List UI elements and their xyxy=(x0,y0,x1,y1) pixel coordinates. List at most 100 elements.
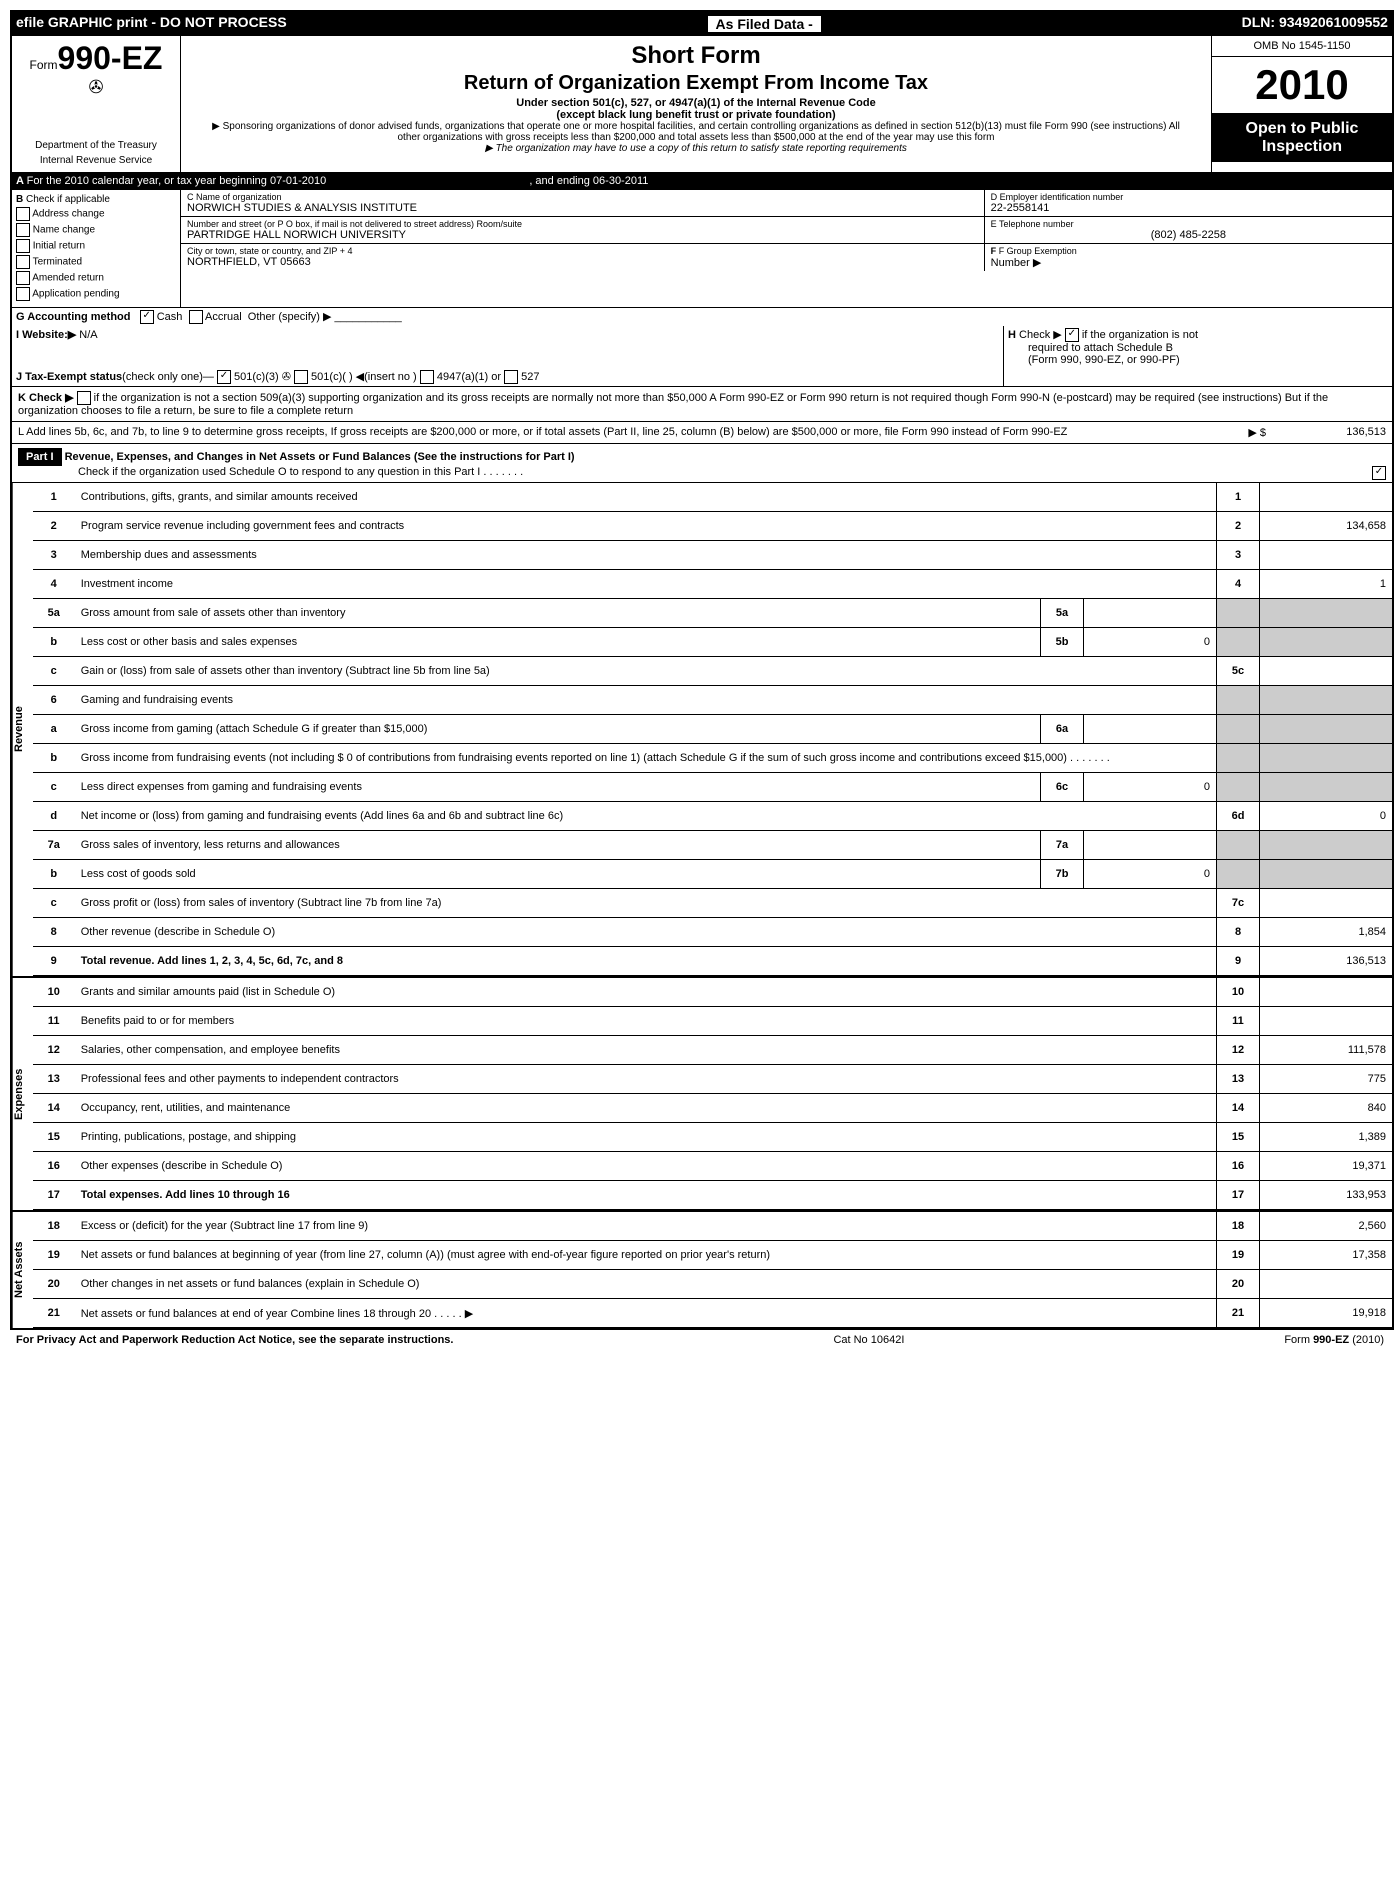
line-row: 10Grants and similar amounts paid (list … xyxy=(33,978,1392,1007)
subtitle1: Under section 501(c), 527, or 4947(a)(1)… xyxy=(201,97,1191,109)
b-label: B xyxy=(16,194,23,205)
line-row: 14Occupancy, rent, utilities, and mainte… xyxy=(33,1094,1392,1123)
line-row: cGross profit or (loss) from sales of in… xyxy=(33,889,1392,918)
section-k: K Check ▶ if the organization is not a s… xyxy=(12,387,1392,422)
c-label: C Name of organization xyxy=(187,192,978,202)
check-amended[interactable]: Amended return xyxy=(16,271,176,285)
check-name-change[interactable]: Name change xyxy=(16,223,176,237)
line-row: 7aGross sales of inventory, less returns… xyxy=(33,831,1392,860)
check-cash[interactable]: ✓ xyxy=(140,310,154,324)
check-address-change[interactable]: Address change xyxy=(16,207,176,221)
form-footer: Form 990-EZ (2010) xyxy=(1284,1334,1384,1346)
l-text: L Add lines 5b, 6c, and 7b, to line 9 to… xyxy=(18,426,1206,439)
line-row: 13Professional fees and other payments t… xyxy=(33,1065,1392,1094)
line-row: 19Net assets or fund balances at beginni… xyxy=(33,1241,1392,1270)
header-center: As Filed Data - xyxy=(706,14,823,34)
check-k[interactable] xyxy=(77,391,91,405)
form-no: 990-EZ xyxy=(58,40,163,76)
line-row: 9Total revenue. Add lines 1, 2, 3, 4, 5c… xyxy=(33,947,1392,976)
form-number: Form990-EZ xyxy=(16,40,176,77)
sponsor-text: ▶ Sponsoring organizations of donor advi… xyxy=(201,121,1191,143)
line-row: 18Excess or (deficit) for the year (Subt… xyxy=(33,1212,1392,1241)
line-row: 16Other expenses (describe in Schedule O… xyxy=(33,1152,1392,1181)
omb-no: OMB No 1545-1150 xyxy=(1212,36,1392,57)
line-row: 17Total expenses. Add lines 10 through 1… xyxy=(33,1181,1392,1210)
line-row: 11Benefits paid to or for members11 xyxy=(33,1007,1392,1036)
other-label: Other (specify) ▶ xyxy=(248,311,332,323)
subtitle2: (except black lung benefit trust or priv… xyxy=(201,109,1191,121)
check-501c3[interactable]: ✓ xyxy=(217,370,231,384)
line-row: cLess direct expenses from gaming and fu… xyxy=(33,773,1392,802)
form-990ez: efile GRAPHIC print - DO NOT PROCESS As … xyxy=(10,10,1394,1330)
line-row: 3Membership dues and assessments3 xyxy=(33,541,1392,570)
org-info-block: B Check if applicable Address change Nam… xyxy=(12,190,1392,308)
expenses-label: Expenses xyxy=(12,978,33,1210)
expenses-section: Expenses 10Grants and similar amounts pa… xyxy=(12,976,1392,1210)
org-addr: PARTRIDGE HALL NORWICH UNIVERSITY xyxy=(187,229,978,241)
j-label: J Tax-Exempt status xyxy=(16,371,122,383)
j-501c: 501(c)( ) xyxy=(311,371,353,383)
part1-label: Part I xyxy=(18,448,62,466)
check-schedule-o[interactable]: ✓ xyxy=(1372,466,1386,480)
city-label: City or town, state or country, and ZIP … xyxy=(187,246,978,256)
check-terminated[interactable]: Terminated xyxy=(16,255,176,269)
org-city: NORTHFIELD, VT 05663 xyxy=(187,256,978,268)
check-initial-return[interactable]: Initial return xyxy=(16,239,176,253)
check-accrual[interactable] xyxy=(189,310,203,324)
check-501c[interactable] xyxy=(294,370,308,384)
form-prefix: Form xyxy=(30,58,58,72)
line-row: 1Contributions, gifts, grants, and simil… xyxy=(33,483,1392,512)
h-check: Check ▶ xyxy=(1019,329,1062,341)
cat-no: Cat No 10642I xyxy=(833,1334,904,1346)
j-insert: ◀(insert no ) xyxy=(356,371,417,383)
revenue-table: 1Contributions, gifts, grants, and simil… xyxy=(33,483,1392,976)
check-527[interactable] xyxy=(504,370,518,384)
check-4947[interactable] xyxy=(420,370,434,384)
line-row: 4Investment income41 xyxy=(33,570,1392,599)
l-arrow: ▶ $ xyxy=(1206,426,1266,439)
privacy-notice: For Privacy Act and Paperwork Reduction … xyxy=(16,1334,453,1346)
line-row: bGross income from fundraising events (n… xyxy=(33,744,1392,773)
section-l: L Add lines 5b, 6c, and 7b, to line 9 to… xyxy=(12,422,1392,444)
tax-year-begin: For the 2010 calendar year, or tax year … xyxy=(27,175,327,187)
h-not: if the organization is not xyxy=(1082,329,1198,341)
line-row: bLess cost of goods sold7b0 xyxy=(33,860,1392,889)
tax-year: 2010 xyxy=(1212,57,1392,114)
dept-treasury: Department of the Treasury xyxy=(16,138,176,153)
net-table: 18Excess or (deficit) for the year (Subt… xyxy=(33,1212,1392,1328)
part1-title: Revenue, Expenses, and Changes in Net As… xyxy=(65,451,575,463)
open-public: Open to Public Inspection xyxy=(1212,114,1392,162)
tax-year-end: , and ending 06-30-2011 xyxy=(529,175,648,187)
title-section: Form990-EZ ✇ Department of the Treasury … xyxy=(12,36,1392,173)
line-row: 6Gaming and fundraising events xyxy=(33,686,1392,715)
section-a: A For the 2010 calendar year, or tax yea… xyxy=(12,173,1392,190)
website-val: N/A xyxy=(79,329,97,341)
irs: Internal Revenue Service xyxy=(16,153,176,168)
line-row: dNet income or (loss) from gaming and fu… xyxy=(33,802,1392,831)
j-4947: 4947(a)(1) or xyxy=(437,371,501,383)
footer: For Privacy Act and Paperwork Reduction … xyxy=(10,1330,1390,1350)
check-app-pending[interactable]: Application pending xyxy=(16,287,176,301)
check-if-applicable: Check if applicable xyxy=(26,194,110,205)
group-exemption: Number ▶ xyxy=(991,256,1386,269)
org-name: NORWICH STUDIES & ANALYSIS INSTITUTE xyxy=(187,202,978,214)
netassets-label: Net Assets xyxy=(12,1212,33,1328)
main-title: Return of Organization Exempt From Incom… xyxy=(201,72,1191,95)
ein: 22-2558141 xyxy=(991,202,1386,214)
short-form-title: Short Form xyxy=(201,42,1191,70)
expense-table: 10Grants and similar amounts paid (list … xyxy=(33,978,1392,1210)
revenue-label: Revenue xyxy=(12,483,33,976)
l-val: 136,513 xyxy=(1266,426,1386,439)
open-label: Open to Public xyxy=(1246,120,1359,137)
addr-label: Number and street (or P O box, if mail i… xyxy=(187,219,978,229)
accrual-label: Accrual xyxy=(205,311,242,323)
line-row: aGross income from gaming (attach Schedu… xyxy=(33,715,1392,744)
k-body: if the organization is not a section 509… xyxy=(18,392,1328,417)
state-copy: ▶ The organization may have to use a cop… xyxy=(201,143,1191,154)
check-h[interactable]: ✓ xyxy=(1065,328,1079,342)
d-label: D Employer identification number xyxy=(991,192,1386,202)
i-label: I Website:▶ xyxy=(16,329,76,341)
j-text: (check only one)— xyxy=(122,371,214,383)
header-dln: DLN: 93492061009552 xyxy=(1242,14,1388,34)
line-row: 5aGross amount from sale of assets other… xyxy=(33,599,1392,628)
